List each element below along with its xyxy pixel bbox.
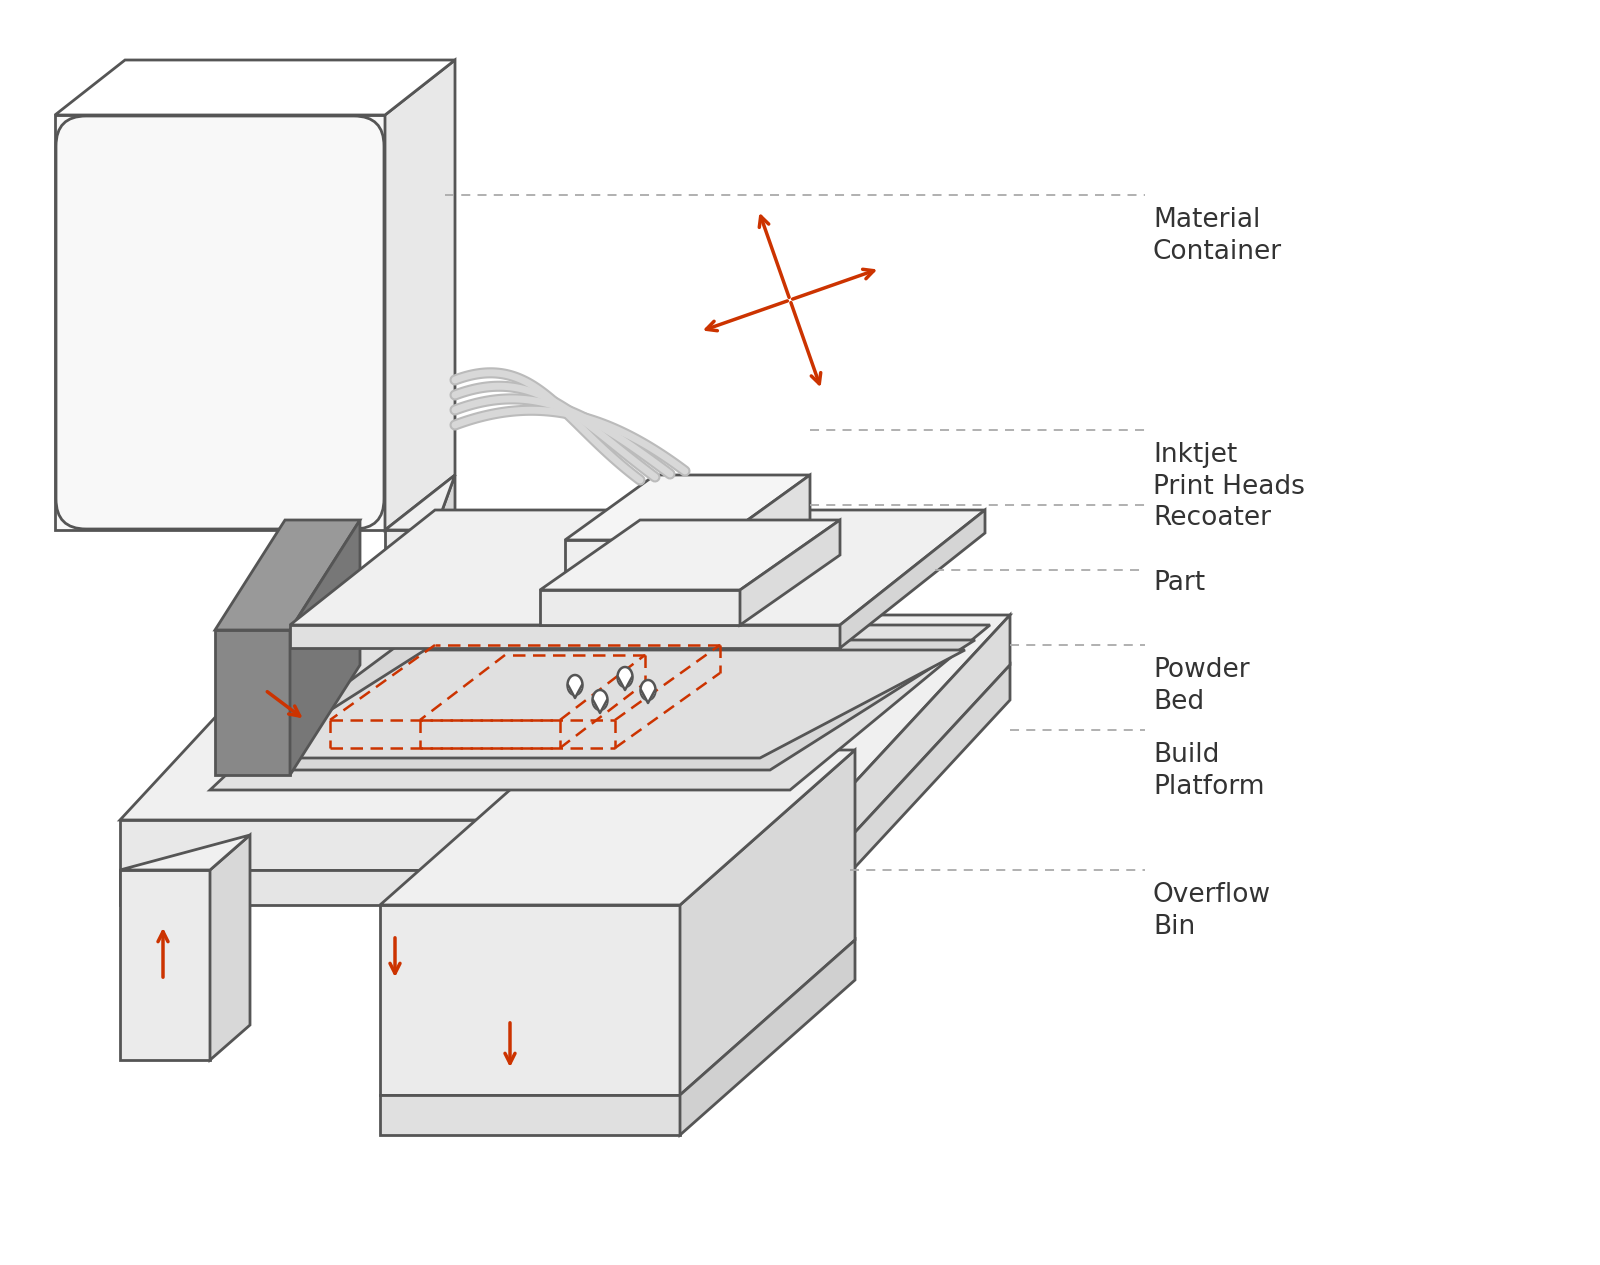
Polygon shape	[386, 474, 454, 530]
Polygon shape	[214, 630, 290, 775]
Polygon shape	[214, 520, 360, 630]
Polygon shape	[290, 625, 840, 648]
Text: Material
Container: Material Container	[1154, 207, 1282, 264]
Polygon shape	[120, 835, 250, 870]
Polygon shape	[739, 520, 840, 625]
Polygon shape	[386, 530, 435, 640]
Polygon shape	[565, 540, 720, 600]
Polygon shape	[618, 667, 632, 687]
Polygon shape	[592, 689, 608, 710]
Polygon shape	[594, 703, 606, 713]
FancyBboxPatch shape	[56, 116, 384, 529]
Text: Part: Part	[1154, 571, 1205, 596]
Polygon shape	[386, 59, 454, 530]
Polygon shape	[680, 750, 854, 1095]
Polygon shape	[381, 750, 854, 904]
Polygon shape	[568, 676, 582, 694]
Text: Powder
Bed: Powder Bed	[1154, 657, 1250, 715]
Text: Recoater: Recoater	[1154, 505, 1270, 531]
Polygon shape	[640, 681, 656, 700]
Polygon shape	[254, 650, 965, 758]
Polygon shape	[381, 1095, 680, 1135]
Text: Overflow
Bin: Overflow Bin	[1154, 882, 1270, 940]
Polygon shape	[570, 688, 581, 698]
Polygon shape	[120, 615, 1010, 820]
Polygon shape	[435, 474, 454, 640]
Polygon shape	[210, 625, 990, 791]
Polygon shape	[120, 870, 819, 904]
Polygon shape	[642, 693, 654, 703]
Polygon shape	[840, 510, 986, 648]
Polygon shape	[290, 520, 360, 775]
Polygon shape	[230, 640, 974, 770]
Polygon shape	[720, 474, 810, 600]
Polygon shape	[54, 59, 454, 115]
Polygon shape	[120, 870, 210, 1060]
Polygon shape	[819, 615, 1010, 870]
Polygon shape	[541, 520, 840, 589]
Polygon shape	[290, 510, 986, 625]
Text: Inktjet
Print Heads: Inktjet Print Heads	[1154, 441, 1306, 500]
Polygon shape	[120, 820, 819, 870]
Polygon shape	[819, 665, 1010, 904]
Polygon shape	[54, 115, 386, 530]
Polygon shape	[680, 940, 854, 1135]
Polygon shape	[541, 589, 739, 625]
Polygon shape	[619, 681, 630, 689]
Polygon shape	[210, 835, 250, 1060]
Polygon shape	[565, 474, 810, 540]
Text: Build
Platform: Build Platform	[1154, 743, 1264, 799]
Polygon shape	[381, 904, 680, 1095]
